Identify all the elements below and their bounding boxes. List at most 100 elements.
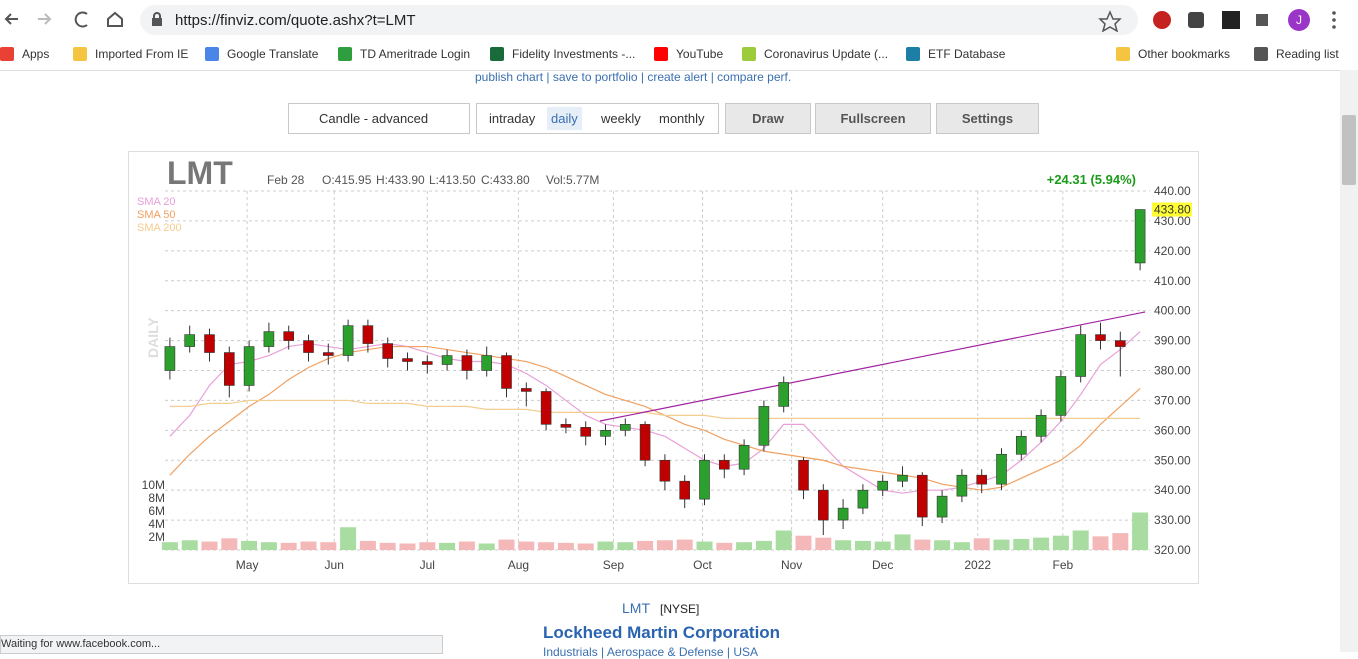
y-tick-label: 390.00 — [1154, 334, 1191, 348]
ticker: LMT — [167, 155, 233, 191]
lock-icon — [152, 12, 162, 26]
candle-body — [877, 480, 889, 491]
volume-bar — [1092, 536, 1109, 550]
candle-body — [798, 459, 809, 491]
bookmark-label[interactable]: Google Translate — [227, 47, 319, 61]
volume-bar — [676, 539, 693, 550]
volume-bar — [439, 542, 456, 550]
volume-bar — [874, 541, 891, 550]
url-box[interactable] — [140, 5, 1138, 35]
company-name[interactable]: Lockheed Martin Corporation — [543, 623, 781, 642]
period-option[interactable]: monthly — [659, 111, 705, 126]
candle-body — [758, 406, 770, 446]
candle-body — [699, 459, 710, 500]
candle-body — [817, 489, 829, 521]
bookmark[interactable]: Imported From IE — [73, 47, 188, 61]
browser-icons[interactable]: J — [1070, 8, 1358, 32]
volume-bar — [379, 542, 396, 550]
candle-body — [164, 346, 176, 371]
volume-tick-label: 2M — [148, 530, 165, 544]
bookmark-label[interactable]: Coronavirus Update (... — [764, 47, 889, 61]
candle-body — [342, 325, 354, 356]
bookmark[interactable]: Reading list — [1254, 47, 1339, 61]
bookmark-icon — [906, 47, 920, 61]
volume-bar — [1033, 537, 1050, 550]
candle-body — [184, 334, 195, 347]
url[interactable]: https://finviz.com/quote.ashx?t=LMT — [175, 12, 416, 29]
candle-body — [1055, 376, 1067, 416]
x-tick-label: 2022 — [964, 558, 991, 572]
bookmark[interactable]: Apps — [0, 47, 49, 61]
quote-field: C:433.80 — [481, 173, 530, 187]
candle-body — [461, 355, 473, 371]
bookmark-label[interactable]: Apps — [22, 47, 50, 61]
bookmark-icon — [338, 47, 352, 61]
scrollbar[interactable] — [1340, 70, 1358, 652]
y-tick-label: 370.00 — [1154, 393, 1191, 407]
bookmark-label[interactable]: YouTube — [676, 47, 724, 61]
volume-tick-label: 10M — [142, 478, 165, 492]
volume-bar — [280, 542, 297, 550]
volume-bar — [795, 535, 812, 550]
button-label[interactable]: Fullscreen — [840, 111, 906, 126]
period-group: intraday daily weekly monthly — [476, 103, 719, 134]
bookmark-label[interactable]: Imported From IE — [95, 47, 189, 61]
y-tick-label: 400.00 — [1154, 304, 1191, 318]
chart-type-label[interactable]: Candle - advanced — [319, 111, 429, 126]
volume-bar — [597, 541, 614, 550]
volume-bar — [419, 542, 436, 550]
candle-body — [1075, 334, 1086, 377]
volume-bar — [1013, 538, 1030, 550]
footer-ticker[interactable]: LMT — [622, 600, 650, 616]
y-tick-label: 350.00 — [1154, 453, 1191, 467]
quote-field: Feb 28 — [267, 173, 305, 187]
bookmark-label[interactable]: Other bookmarks — [1138, 47, 1231, 61]
x-tick-label: Oct — [693, 558, 712, 572]
volume-bar — [1072, 530, 1089, 550]
bookmark[interactable]: Fidelity Investments -... — [490, 47, 635, 61]
bookmark-label[interactable]: Reading list — [1276, 47, 1339, 61]
chart-links[interactable]: publish chart | save to portfolio | crea… — [475, 70, 792, 84]
status-bar: Waiting for www.facebook.com... — [0, 635, 443, 654]
watermark: DAILY — [145, 317, 161, 358]
bookmark[interactable]: ETF Database — [906, 47, 1005, 61]
quote-field: L:413.50 — [429, 173, 476, 187]
period-option[interactable]: intraday — [489, 111, 536, 126]
y-tick-label: 420.00 — [1154, 244, 1191, 258]
button-label[interactable]: Settings — [961, 111, 1014, 126]
bookmark-label[interactable]: ETF Database — [928, 47, 1006, 61]
volume-bar — [1132, 512, 1149, 550]
volume-bar — [399, 543, 416, 550]
bookmark-label[interactable]: Fidelity Investments -... — [512, 47, 636, 61]
y-tick-label: 440.00 — [1154, 184, 1191, 198]
bookmark-label[interactable]: TD Ameritrade Login — [360, 47, 471, 61]
bookmark-icon — [73, 47, 87, 61]
bookmark[interactable]: Google Translate — [205, 47, 318, 61]
period-option[interactable]: daily — [547, 107, 582, 130]
button-label[interactable]: Draw — [752, 111, 784, 126]
candle-body — [263, 331, 275, 347]
volume-bar — [934, 540, 951, 550]
bookmark[interactable]: Coronavirus Update (... — [742, 47, 888, 61]
bookmark[interactable]: TD Ameritrade Login — [338, 47, 470, 61]
toolbar-button[interactable]: Draw — [725, 103, 811, 134]
candle-body — [303, 340, 314, 353]
candle-body — [619, 424, 631, 431]
bookmark[interactable]: YouTube — [654, 47, 723, 61]
sector-line[interactable]: Industrials | Aerospace & Defense | USA — [543, 645, 759, 659]
candle-body — [1134, 209, 1146, 264]
volume-bar — [478, 543, 495, 550]
toolbar-button[interactable]: Fullscreen — [815, 103, 931, 134]
volume-bar — [696, 541, 713, 550]
scroll-thumb[interactable] — [1342, 115, 1356, 185]
x-tick-label: Feb — [1053, 558, 1074, 572]
legend-entry: SMA 50 — [137, 209, 176, 221]
candle-body — [382, 343, 394, 359]
candle-body — [1115, 340, 1126, 347]
nav-buttons[interactable] — [0, 0, 140, 38]
bookmark[interactable]: Other bookmarks — [1116, 47, 1230, 61]
chart-type-select[interactable]: Candle - advanced — [288, 103, 470, 134]
price-tag — [1152, 202, 1192, 217]
toolbar-button[interactable]: Settings — [936, 103, 1039, 134]
period-option[interactable]: weekly — [601, 111, 641, 126]
